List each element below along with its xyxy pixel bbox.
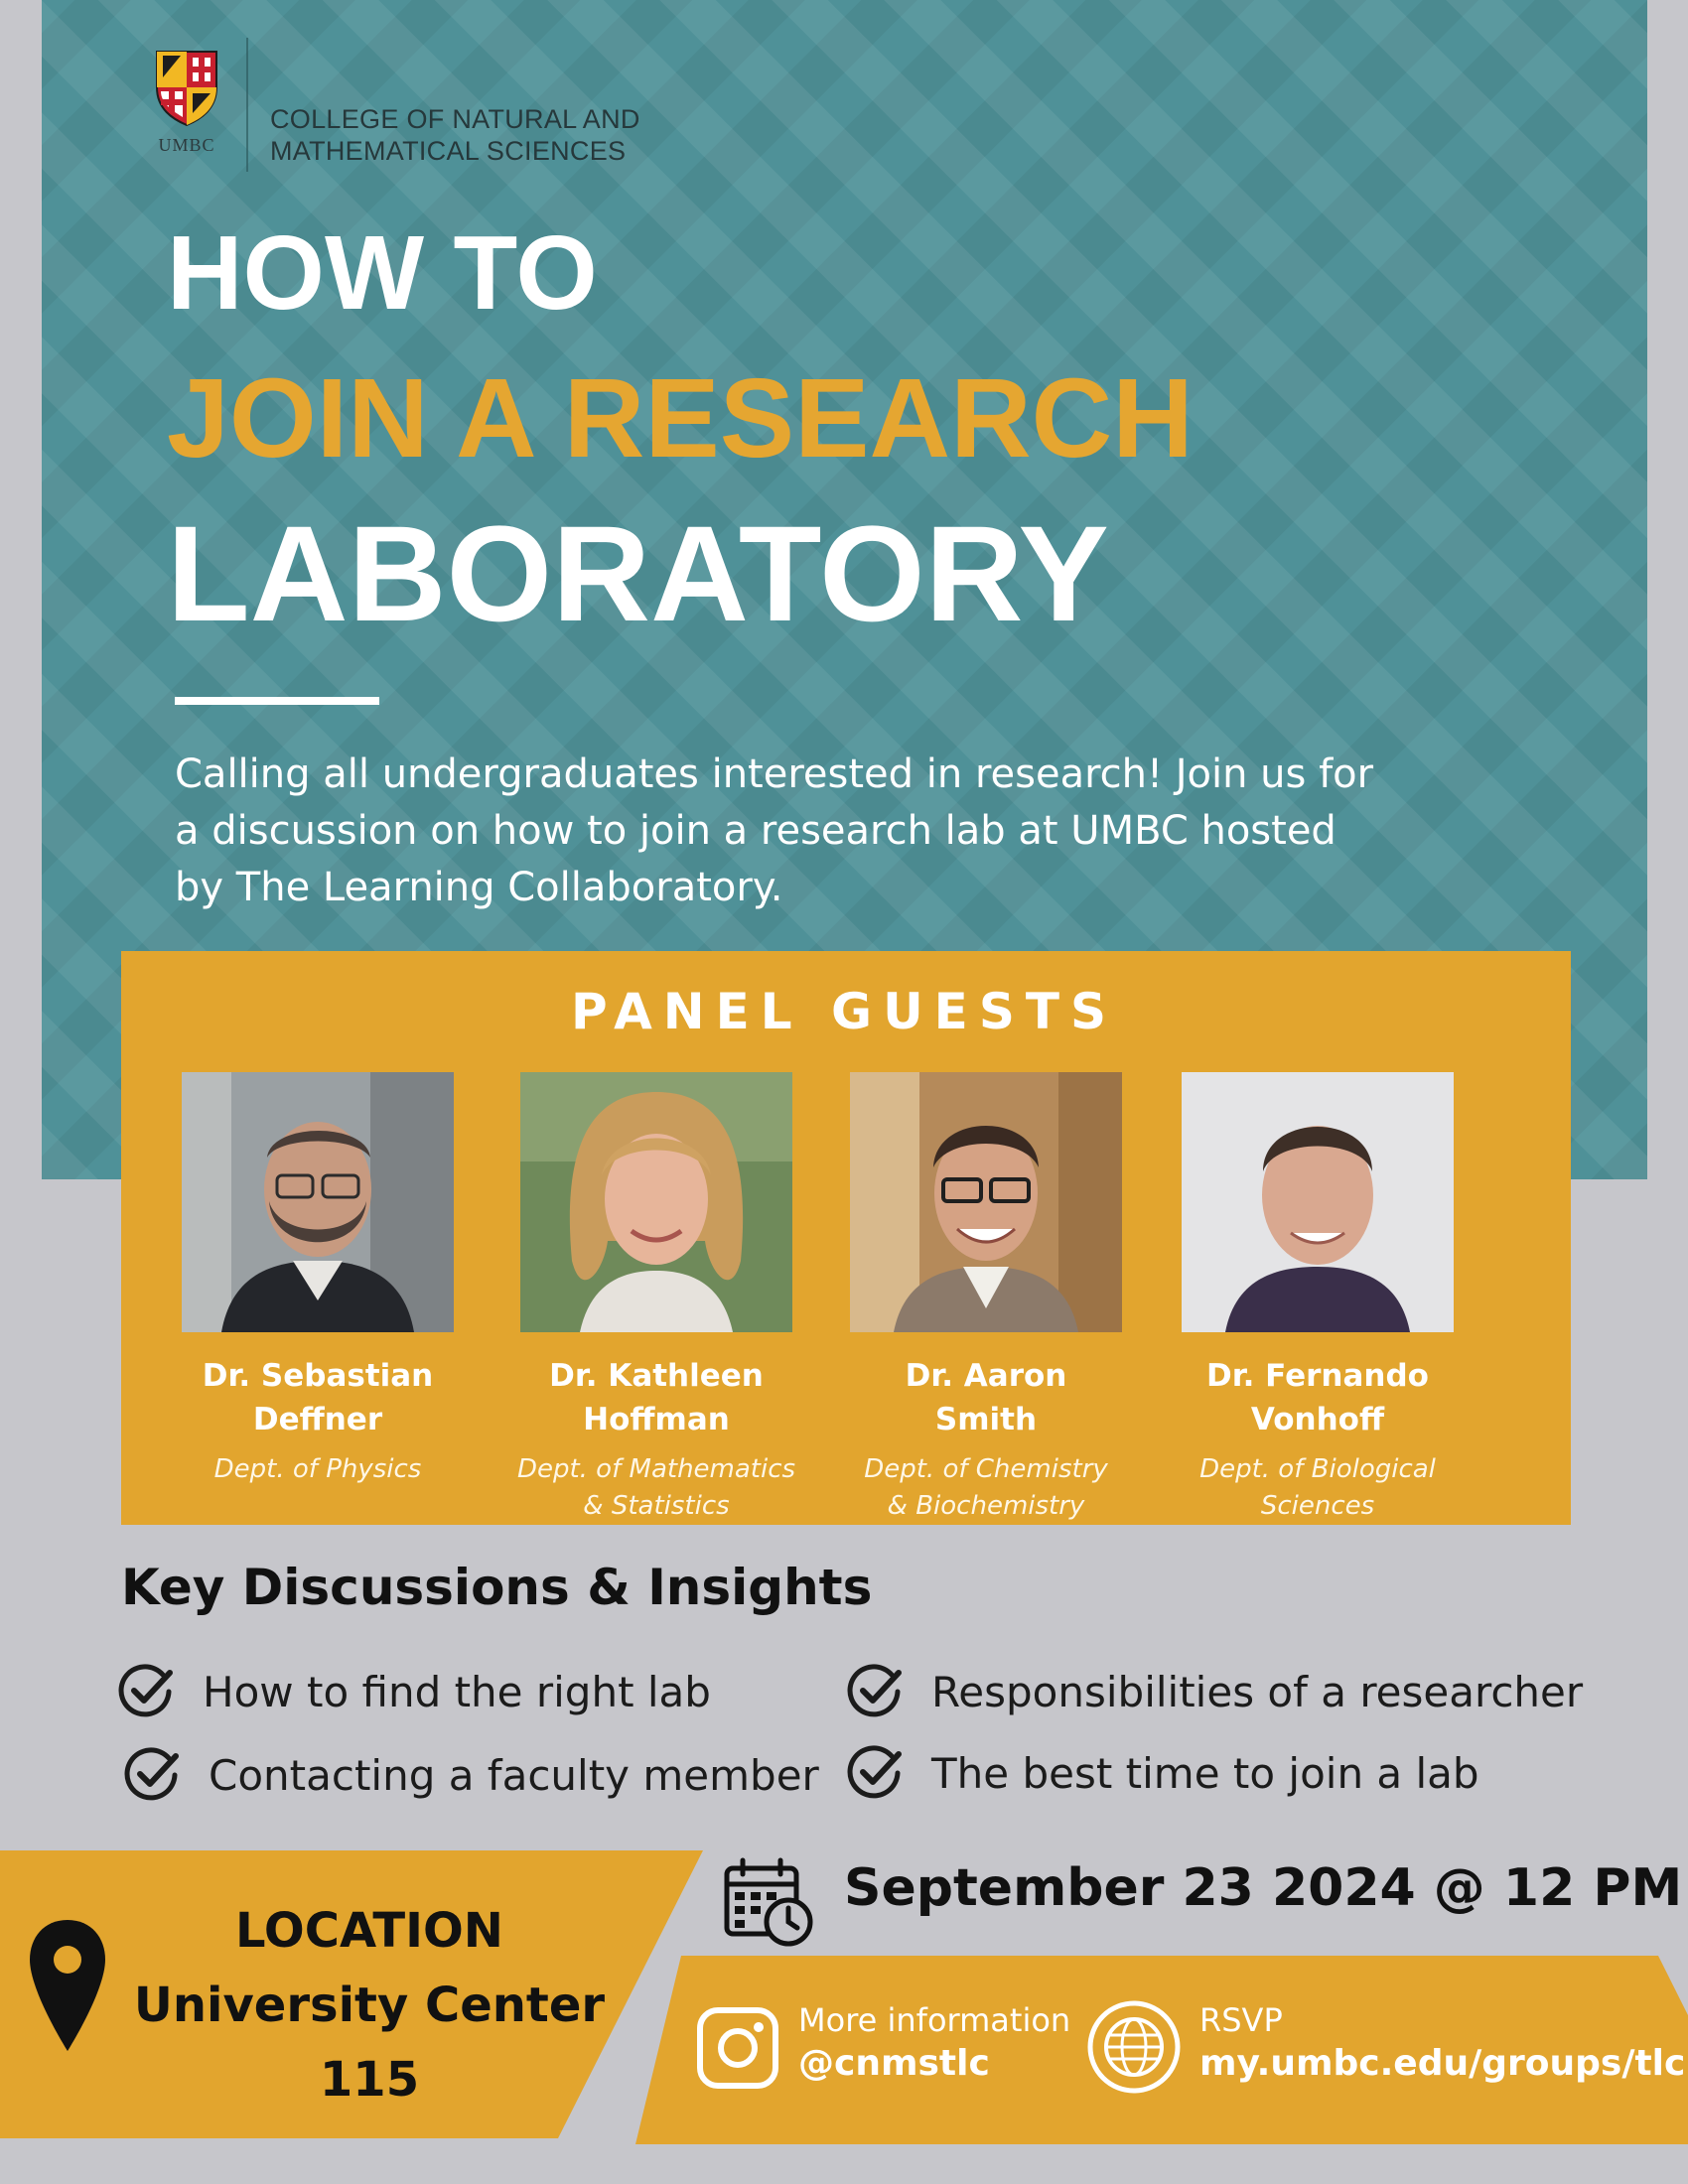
check-circle-icon: [124, 1747, 179, 1801]
instagram-handle-link[interactable]: @cnmstlc: [798, 2043, 990, 2084]
college-name-line-2: MATHEMATICAL SCIENCES: [270, 136, 627, 166]
location-label: LOCATION: [235, 1903, 503, 1959]
discussion-item-label: The best time to join a lab: [931, 1748, 1479, 1798]
globe-icon[interactable]: [1086, 1999, 1182, 2095]
check-circle-icon: [847, 1664, 902, 1717]
maryland-shield-icon: [156, 51, 217, 127]
guest-dept-line-2: Sciences: [1260, 1491, 1375, 1521]
guest-card: Dr. Fernando Vonhoff Dept. of Biological…: [1152, 1072, 1483, 1525]
guest-name-line-1: Dr. Sebastian: [202, 1358, 434, 1394]
check-circle-icon: [847, 1745, 902, 1799]
location-info: LOCATION University Center 115: [111, 1894, 628, 2117]
guest-name: Dr. Aaron Smith: [820, 1354, 1152, 1441]
logo-wordmark: UMBC: [158, 135, 215, 155]
discussion-item: Contacting a faculty member: [121, 1743, 819, 1807]
guest-dept: Dept. of Biological Sciences: [1152, 1451, 1483, 1525]
guest-name-line-2: Deffner: [252, 1402, 383, 1437]
intro-text: Calling all undergraduates interested in…: [175, 751, 1374, 910]
guest-dept: Dept. of Physics: [152, 1451, 484, 1488]
guest-name-line-1: Dr. Aaron: [905, 1358, 1067, 1394]
discussion-item: How to find the right lab: [115, 1660, 711, 1723]
title-line-3: LABORATORY: [167, 498, 1109, 650]
guest-name: Dr. Sebastian Deffner: [152, 1354, 484, 1441]
location-room: 115: [319, 2052, 420, 2108]
college-name-line-1: COLLEGE OF NATURAL AND: [270, 104, 640, 134]
guest-card: Dr. Kathleen Hoffman Dept. of Mathematic…: [491, 1072, 822, 1525]
more-info-label: More information: [798, 2001, 1071, 2039]
guest-dept-line-1: Dept. of Physics: [213, 1454, 422, 1484]
guest-dept: Dept. of Chemistry & Biochemistry: [820, 1451, 1152, 1525]
rsvp-label: RSVP: [1199, 2001, 1283, 2039]
guest-name-line-1: Dr. Fernando: [1206, 1358, 1429, 1394]
calendar-clock-icon: [724, 1857, 813, 1947]
event-datetime: September 23 2024 @ 12 PM: [844, 1858, 1683, 1918]
umbc-logo: UMBC: [147, 48, 226, 167]
logo-divider: [246, 38, 248, 172]
guest-name-line-1: Dr. Kathleen: [549, 1358, 764, 1394]
guest-name: Dr. Fernando Vonhoff: [1152, 1354, 1483, 1441]
guest-dept-line-2: & Biochemistry: [887, 1491, 1085, 1521]
discussion-item-label: Contacting a faculty member: [209, 1750, 819, 1800]
guest-name: Dr. Kathleen Hoffman: [491, 1354, 822, 1441]
guest-name-line-2: Vonhoff: [1250, 1402, 1385, 1437]
check-circle-icon: [118, 1664, 173, 1717]
guest-name-line-2: Hoffman: [583, 1402, 730, 1437]
panel-guests-title: PANEL GUESTS: [571, 983, 1117, 1040]
map-pin-icon: [30, 1920, 105, 2051]
discussion-item: The best time to join a lab: [844, 1741, 1479, 1805]
guest-photo: [182, 1072, 454, 1332]
title-line-2: JOIN A RESEARCH: [167, 355, 1194, 480]
college-name: COLLEGE OF NATURAL AND MATHEMATICAL SCIE…: [270, 103, 687, 167]
guest-photo: [520, 1072, 792, 1332]
guest-dept-line-2: & Statistics: [583, 1491, 730, 1521]
guest-dept: Dept. of Mathematics & Statistics: [491, 1451, 822, 1525]
discussion-item-label: Responsibilities of a researcher: [931, 1667, 1584, 1716]
title-line-1: HOW TO: [167, 214, 598, 332]
guest-name-line-2: Smith: [934, 1402, 1038, 1437]
title-rule: [175, 697, 379, 705]
guest-dept-line-1: Dept. of Biological: [1199, 1454, 1436, 1484]
rsvp-link[interactable]: my.umbc.edu/groups/tlc: [1199, 2043, 1686, 2084]
instagram-icon[interactable]: [695, 2005, 780, 2091]
guest-dept-line-1: Dept. of Mathematics: [516, 1454, 796, 1484]
guest-photo: [850, 1072, 1122, 1332]
key-discussions-title: Key Discussions & Insights: [121, 1559, 873, 1616]
location-band: [0, 1850, 703, 2138]
location-place: University Center: [133, 1978, 606, 2033]
guest-card: Dr. Aaron Smith Dept. of Chemistry & Bio…: [820, 1072, 1152, 1525]
guest-dept-line-1: Dept. of Chemistry: [864, 1454, 1108, 1484]
guest-card: Dr. Sebastian Deffner Dept. of Physics: [152, 1072, 484, 1488]
discussion-item: Responsibilities of a researcher: [844, 1660, 1583, 1723]
guest-photo: [1182, 1072, 1454, 1332]
discussion-item-label: How to find the right lab: [203, 1667, 711, 1716]
